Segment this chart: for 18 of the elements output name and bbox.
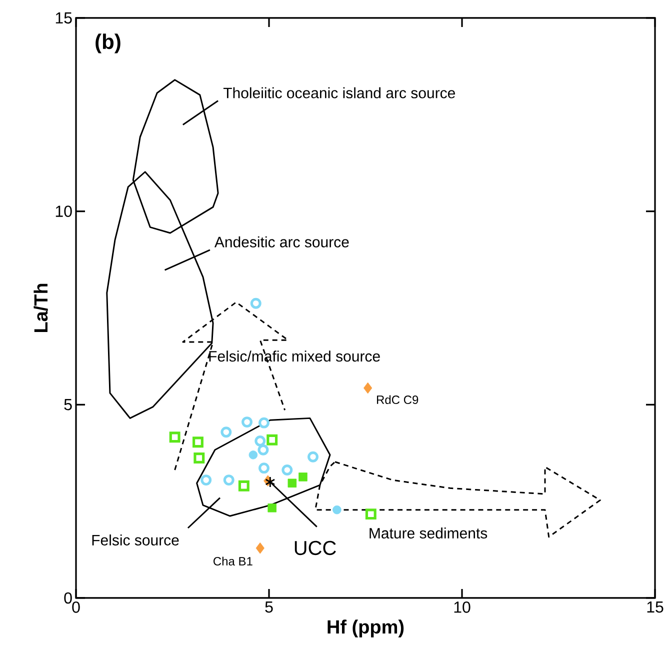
annotation: Cha B1 xyxy=(214,556,252,566)
x-tick-label: 10 xyxy=(454,602,470,613)
annotation: RdC C9 xyxy=(377,395,418,404)
y-tick-label: 5 xyxy=(64,399,72,410)
x-tick-label: 0 xyxy=(72,602,80,613)
x-tick-label: 5 xyxy=(265,601,273,613)
x-axis-title: Hf (ppm) xyxy=(328,620,404,638)
annotation: Andesitic arc source xyxy=(214,236,349,248)
annotation: Mature sediments xyxy=(370,528,488,539)
y-tick-label: 10 xyxy=(56,206,72,217)
annotation: Tholeiitic oceanic island arc source xyxy=(223,87,455,98)
y-tick-label: 0 xyxy=(64,592,72,604)
annotation: (b) xyxy=(96,34,120,54)
annotation: Felsic source xyxy=(92,534,179,546)
x-tick-label: 15 xyxy=(647,601,664,613)
annotation: UCC xyxy=(294,540,336,556)
y-tick-label: 15 xyxy=(56,12,72,24)
y-axis-title: La/Th xyxy=(34,284,48,332)
